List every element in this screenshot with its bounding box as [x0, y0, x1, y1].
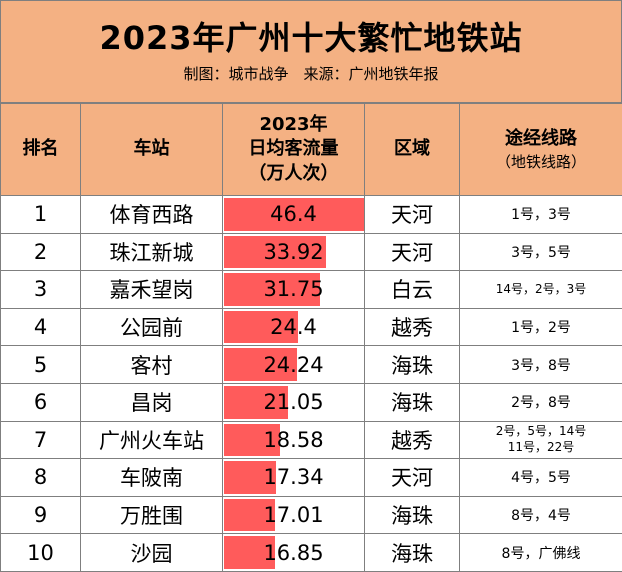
station-cell: 万胜围 [81, 496, 223, 534]
flow-cell: 24.4 [223, 308, 365, 346]
flow-cell: 18.58 [223, 421, 365, 459]
rank-cell: 8 [1, 459, 81, 497]
flow-cell: 33.92 [223, 233, 365, 271]
flow-cell: 46.4 [223, 196, 365, 234]
flow-cell: 17.01 [223, 496, 365, 534]
rank-cell: 6 [1, 383, 81, 421]
district-cell: 天河 [365, 459, 460, 497]
lines-cell: 8号，4号 [460, 496, 622, 534]
lines-cell: 3号，8号 [460, 346, 622, 384]
flow-value: 18.58 [263, 428, 323, 452]
lines-cell: 14号，2号，3号 [460, 271, 622, 309]
page-subtitle: 制图：城市战争 来源：广州地铁年报 [1, 63, 621, 84]
header-flow-line1: 2023年 [223, 113, 364, 137]
flow-value: 24.4 [270, 315, 317, 339]
district-cell: 天河 [365, 233, 460, 271]
rank-cell: 1 [1, 196, 81, 234]
lines-text: 2号，5号，14号 [460, 424, 622, 440]
rank-cell: 2 [1, 233, 81, 271]
header-district: 区域 [365, 104, 460, 196]
station-cell: 沙园 [81, 534, 223, 572]
flow-cell: 31.75 [223, 271, 365, 309]
station-table: 排名 车站 2023年 日均客流量 （万人次） 区域 途经线路 （地铁线路） 1… [0, 103, 622, 572]
lines-cell: 4号，5号 [460, 459, 622, 497]
station-cell: 嘉禾望岗 [81, 271, 223, 309]
flow-value: 17.01 [263, 503, 323, 527]
flow-value: 33.92 [263, 240, 323, 264]
lines-cell: 1号，3号 [460, 196, 622, 234]
lines-text-2: 11号，22号 [460, 440, 622, 456]
rank-cell: 9 [1, 496, 81, 534]
rank-cell: 10 [1, 534, 81, 572]
district-cell: 海珠 [365, 346, 460, 384]
district-cell: 越秀 [365, 421, 460, 459]
lines-cell: 3号，5号 [460, 233, 622, 271]
station-cell: 珠江新城 [81, 233, 223, 271]
header-station: 车站 [81, 104, 223, 196]
flow-value: 46.4 [270, 202, 317, 226]
district-cell: 海珠 [365, 383, 460, 421]
rank-cell: 7 [1, 421, 81, 459]
district-cell: 白云 [365, 271, 460, 309]
station-cell: 客村 [81, 346, 223, 384]
flow-value: 17.34 [263, 465, 323, 489]
flow-cell: 17.34 [223, 459, 365, 497]
district-cell: 天河 [365, 196, 460, 234]
header-flow-line3: （万人次） [223, 162, 364, 186]
flow-value: 31.75 [263, 277, 323, 301]
lines-cell: 2号，8号 [460, 383, 622, 421]
station-cell: 车陂南 [81, 459, 223, 497]
flow-value: 21.05 [263, 390, 323, 414]
flow-value: 16.85 [263, 541, 323, 565]
district-cell: 海珠 [365, 534, 460, 572]
district-cell: 越秀 [365, 308, 460, 346]
header-lines-line2: （地铁线路） [460, 152, 622, 172]
flow-cell: 24.24 [223, 346, 365, 384]
flow-cell: 21.05 [223, 383, 365, 421]
flow-value: 24.24 [263, 353, 323, 377]
header-lines-line1: 途经线路 [460, 127, 622, 151]
lines-cell: 8号，广佛线 [460, 534, 622, 572]
station-cell: 体育西路 [81, 196, 223, 234]
rank-cell: 5 [1, 346, 81, 384]
header-flow-line2: 日均客流量 [223, 137, 364, 161]
rank-cell: 3 [1, 271, 81, 309]
lines-cell: 1号，2号 [460, 308, 622, 346]
header-flow: 2023年 日均客流量 （万人次） [223, 104, 365, 196]
flow-cell: 16.85 [223, 534, 365, 572]
header-lines: 途经线路 （地铁线路） [460, 104, 622, 196]
rank-cell: 4 [1, 308, 81, 346]
station-cell: 昌岗 [81, 383, 223, 421]
station-cell: 公园前 [81, 308, 223, 346]
page-title: 2023年广州十大繁忙地铁站 [1, 13, 621, 59]
title-block: 2023年广州十大繁忙地铁站 制图：城市战争 来源：广州地铁年报 [0, 0, 622, 103]
header-row: 排名 车站 2023年 日均客流量 （万人次） 区域 途经线路 （地铁线路） [1, 104, 622, 196]
header-rank: 排名 [1, 104, 81, 196]
district-cell: 海珠 [365, 496, 460, 534]
station-cell: 广州火车站 [81, 421, 223, 459]
